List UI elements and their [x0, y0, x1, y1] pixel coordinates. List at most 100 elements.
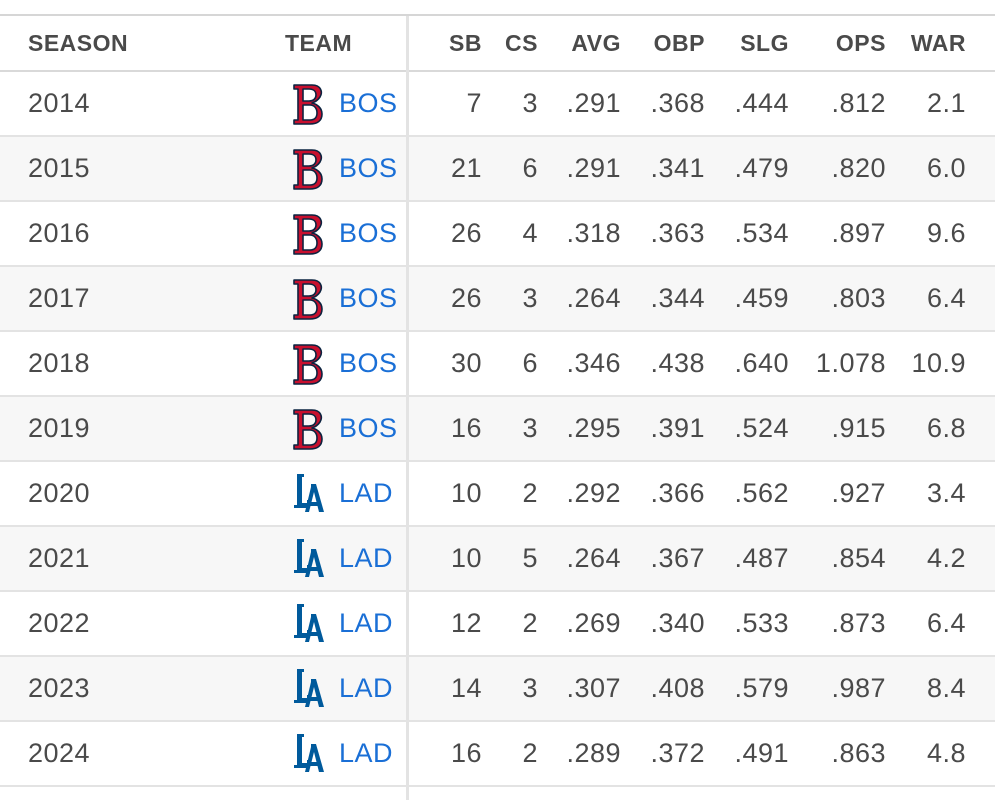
header-sb[interactable]: SB [449, 29, 482, 56]
header-team[interactable]: TEAM [285, 29, 353, 56]
team-link[interactable]: BOS [339, 283, 398, 313]
dodgers-logo-icon [289, 602, 327, 646]
team-link[interactable]: BOS [339, 153, 398, 183]
team-cell[interactable]: BOS [289, 137, 398, 200]
header-slg[interactable]: SLG [740, 29, 789, 56]
slg-cell: .579 [734, 673, 789, 703]
slg-cell: .524 [734, 413, 789, 443]
team-link[interactable]: BOS [339, 88, 398, 118]
table-row-2018: 2018 BOS 30 6 .346 .438 .640 1.078 10.9 [0, 332, 995, 397]
team-link[interactable]: BOS [339, 348, 398, 378]
table-row-2014: 2014 BOS 7 3 .291 .368 .444 .812 2.1 [0, 72, 995, 137]
ops-cell: .873 [831, 608, 886, 638]
header-obp[interactable]: OBP [653, 29, 705, 56]
cs-cell: 4 [522, 218, 538, 248]
red-sox-logo-icon [289, 407, 327, 451]
war-cell: 4.8 [926, 738, 966, 768]
team-cell[interactable]: LAD [289, 592, 393, 655]
team-link[interactable]: LAD [339, 673, 394, 703]
sb-cell: 30 [450, 348, 482, 378]
season-cell: 2014 [28, 88, 91, 118]
ops-cell: .820 [831, 153, 886, 183]
sb-cell: 10 [450, 478, 482, 508]
frozen-column-divider [406, 16, 409, 800]
slg-cell: .459 [734, 283, 789, 313]
header-cs[interactable]: CS [505, 29, 538, 56]
header-war[interactable]: WAR [910, 29, 966, 56]
team-cell[interactable]: BOS [289, 267, 398, 330]
sb-cell: 16 [450, 738, 482, 768]
ops-cell: 1.078 [815, 348, 886, 378]
header-ops[interactable]: OPS [835, 29, 886, 56]
cs-cell: 2 [522, 738, 538, 768]
sb-cell: 10 [450, 543, 482, 573]
slg-cell: .487 [734, 543, 789, 573]
war-cell: 2.1 [926, 88, 966, 118]
team-cell[interactable]: LAD [289, 722, 393, 785]
ops-cell: .987 [831, 673, 886, 703]
ops-cell: .915 [831, 413, 886, 443]
avg-cell: .292 [566, 478, 621, 508]
header-season[interactable]: SEASON [28, 29, 129, 56]
war-cell: 6.0 [926, 153, 966, 183]
cs-cell: 3 [522, 88, 538, 118]
dodgers-logo-icon [289, 537, 327, 581]
war-cell: 9.6 [926, 218, 966, 248]
team-cell[interactable]: BOS [289, 397, 398, 460]
avg-cell: .289 [566, 738, 621, 768]
war-cell: 4.2 [926, 543, 966, 573]
red-sox-logo-icon [289, 212, 327, 256]
team-link[interactable]: LAD [339, 543, 394, 573]
red-sox-logo-icon [289, 82, 327, 126]
season-cell: 2023 [28, 673, 91, 703]
table-row-2016: 2016 BOS 26 4 .318 .363 .534 .897 9.6 [0, 202, 995, 267]
slg-cell: .479 [734, 153, 789, 183]
team-cell[interactable]: LAD [289, 527, 393, 590]
avg-cell: .295 [566, 413, 621, 443]
season-cell: 2017 [28, 283, 91, 313]
war-cell: 10.9 [911, 348, 966, 378]
table-row-2015: 2015 BOS 21 6 .291 .341 .479 .820 6.0 [0, 137, 995, 202]
season-cell: 2018 [28, 348, 91, 378]
table-row-2017: 2017 BOS 26 3 .264 .344 .459 .803 6.4 [0, 267, 995, 332]
team-cell[interactable]: BOS [289, 72, 398, 135]
slg-cell: .444 [734, 88, 789, 118]
slg-cell: .562 [734, 478, 789, 508]
table-header-row: SEASON TEAM SB CS AVG OBP SLG OPS WAR [0, 16, 995, 72]
obp-cell: .340 [650, 608, 705, 638]
team-cell[interactable]: LAD [289, 657, 393, 720]
war-cell: 6.4 [926, 283, 966, 313]
obp-cell: .367 [650, 543, 705, 573]
cs-cell: 2 [522, 608, 538, 638]
table-top-border [0, 14, 995, 16]
team-cell[interactable]: BOS [289, 332, 398, 395]
team-cell[interactable]: BOS [289, 202, 398, 265]
avg-cell: .346 [566, 348, 621, 378]
team-link[interactable]: BOS [339, 218, 398, 248]
team-link[interactable]: LAD [339, 478, 394, 508]
avg-cell: .269 [566, 608, 621, 638]
team-link[interactable]: BOS [339, 413, 398, 443]
obp-cell: .344 [650, 283, 705, 313]
avg-cell: .264 [566, 283, 621, 313]
team-cell[interactable]: LAD [289, 462, 393, 525]
avg-cell: .291 [566, 153, 621, 183]
season-cell: 2020 [28, 478, 91, 508]
red-sox-logo-icon [289, 277, 327, 321]
header-avg[interactable]: AVG [571, 29, 621, 56]
cs-cell: 5 [522, 543, 538, 573]
cs-cell: 3 [522, 283, 538, 313]
war-cell: 8.4 [926, 673, 966, 703]
war-cell: 3.4 [926, 478, 966, 508]
team-link[interactable]: LAD [339, 738, 394, 768]
team-link[interactable]: LAD [339, 608, 394, 638]
dodgers-logo-icon [289, 732, 327, 776]
sb-cell: 12 [450, 608, 482, 638]
obp-cell: .391 [650, 413, 705, 443]
season-cell: 2015 [28, 153, 91, 183]
obp-cell: .372 [650, 738, 705, 768]
slg-cell: .491 [734, 738, 789, 768]
table-row-2022: 2022 LAD 12 2 .269 .340 .533 .873 6.4 [0, 592, 995, 657]
red-sox-logo-icon [289, 147, 327, 191]
